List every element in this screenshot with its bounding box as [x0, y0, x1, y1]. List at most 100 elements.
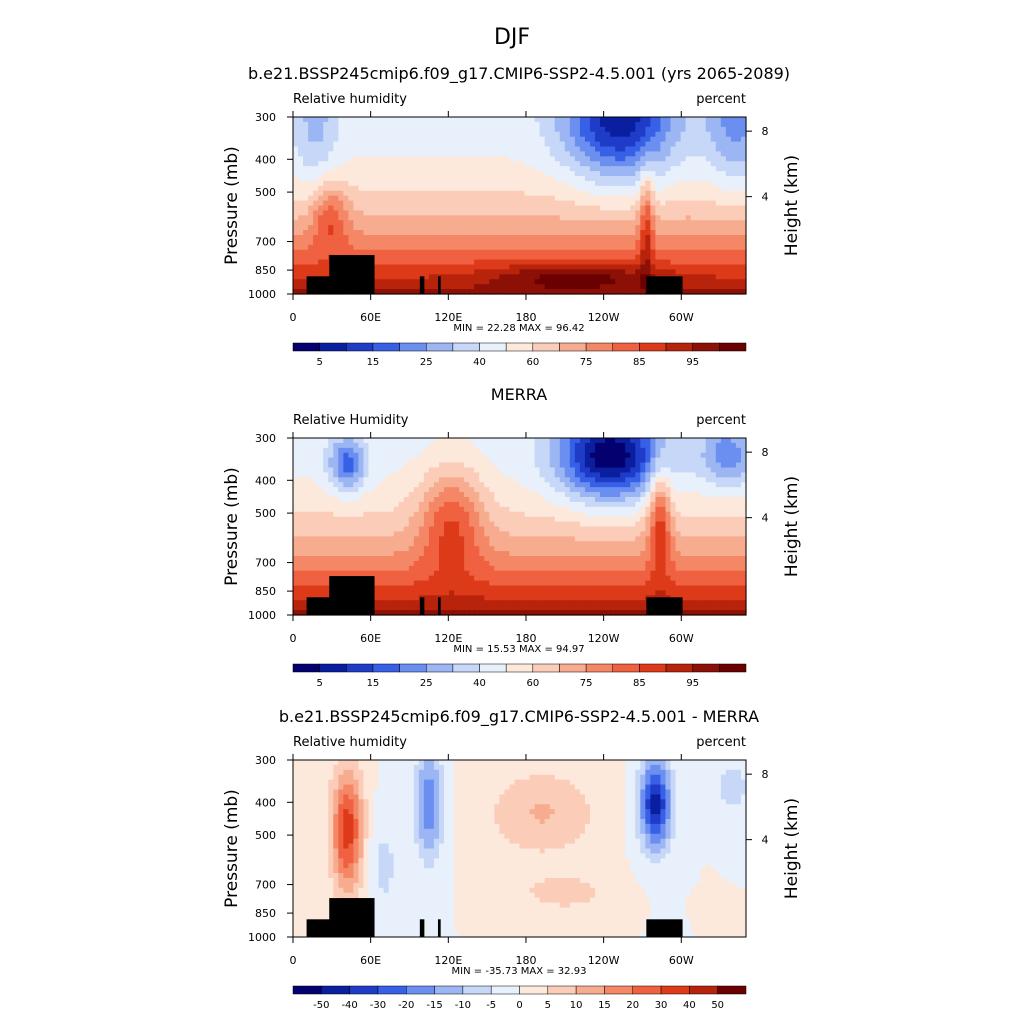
contour-cell: [423, 472, 430, 478]
contour-cell: [368, 180, 375, 187]
contour-cell: [514, 210, 521, 216]
contour-cell: [539, 511, 546, 518]
contour-cell: [489, 230, 495, 236]
contour-cell: [710, 521, 717, 528]
contour-cell: [660, 190, 667, 197]
contour-cell: [529, 467, 536, 474]
contour-cell: [393, 180, 400, 187]
contour-cell: [735, 452, 742, 459]
contour-cell: [469, 492, 475, 498]
contour-cell: [584, 452, 591, 459]
contour-cell: [635, 516, 641, 523]
contour-cell: [373, 438, 380, 444]
contour-cell: [640, 462, 646, 469]
contour-cell: [444, 146, 450, 153]
contour-cell: [685, 511, 692, 518]
contour-cell: [519, 249, 526, 256]
contour-cell: [559, 526, 566, 533]
contour-cell: [630, 156, 636, 162]
contour-cell: [524, 156, 531, 162]
contour-cell: [408, 249, 415, 256]
contour-cell: [574, 254, 581, 261]
contour-cell: [418, 482, 425, 488]
contour-cell: [620, 477, 626, 483]
contour-cell: [308, 235, 314, 241]
contour-cell: [514, 521, 521, 528]
contour-cell: [539, 482, 546, 488]
contour-cell: [378, 467, 385, 474]
contour-cell: [338, 200, 344, 207]
contour-cell: [353, 166, 360, 172]
contour-cell: [348, 190, 354, 197]
contour-cell: [343, 438, 349, 444]
contour-cell: [514, 200, 521, 207]
contour-cell: [705, 176, 712, 182]
contour-cell: [464, 230, 470, 236]
contour-cell: [579, 511, 586, 518]
contour-cell: [519, 156, 526, 162]
contour-cell: [600, 131, 606, 138]
contour-cell: [449, 225, 455, 231]
contour-cell: [484, 215, 490, 221]
contour-cell: [343, 501, 349, 508]
contour-cell: [735, 467, 742, 474]
contour-cell: [313, 497, 319, 503]
contour-cell: [524, 438, 531, 444]
contour-cell: [735, 501, 742, 508]
contour-cell: [534, 200, 541, 207]
contour-cell: [444, 254, 450, 261]
contour-cell: [735, 279, 742, 285]
contour-cell: [524, 482, 531, 488]
contour-cell: [539, 205, 546, 212]
contour-cell: [373, 180, 380, 187]
contour-cell: [499, 200, 505, 207]
contour-cell: [489, 487, 495, 493]
contour-cell: [615, 195, 621, 202]
contour-cell: [474, 269, 480, 275]
contour-cell: [615, 146, 621, 153]
contour-cell: [474, 289, 480, 295]
contour-cell: [524, 467, 531, 474]
contour-cell: [474, 161, 480, 167]
contour-cell: [630, 239, 636, 246]
contour-cell: [398, 235, 405, 241]
contour-cell: [438, 180, 445, 187]
contour-cell: [494, 117, 500, 123]
contour-cell: [373, 497, 380, 503]
contour-cell: [665, 457, 672, 464]
contour-cell: [318, 249, 324, 256]
contour-cell: [529, 249, 536, 256]
contour-cell: [413, 176, 420, 182]
contour-cell: [378, 195, 385, 202]
contour-cell: [720, 244, 727, 251]
contour-cell: [690, 254, 697, 261]
contour-cell: [600, 126, 606, 133]
contour-cell: [474, 501, 480, 508]
contour-cell: [700, 472, 707, 478]
contour-cell: [489, 264, 495, 271]
contour-cell: [338, 501, 344, 508]
contour-cell: [428, 161, 435, 167]
contour-cell: [433, 506, 440, 513]
contour-cell: [589, 205, 596, 212]
contour-cell: [740, 244, 747, 251]
contour-cell: [705, 220, 712, 226]
contour-cell: [700, 220, 707, 226]
contour-cell: [584, 442, 591, 449]
colorbar-swatch: [692, 342, 720, 352]
contour-cell: [373, 166, 380, 172]
contour-cell: [569, 477, 576, 483]
contour-cell: [423, 205, 430, 212]
contour-cell: [293, 230, 299, 236]
contour-cell: [715, 442, 722, 449]
contour-cell: [640, 156, 646, 162]
contour-cell: [303, 482, 309, 488]
contour-cell: [403, 482, 410, 488]
contour-cell: [695, 264, 702, 271]
contour-cell: [373, 254, 380, 261]
contour-cell: [695, 249, 702, 256]
contour-cell: [348, 452, 354, 459]
contour-cell: [413, 249, 420, 256]
contour-cell: [293, 516, 299, 523]
contour-cell: [574, 492, 581, 498]
